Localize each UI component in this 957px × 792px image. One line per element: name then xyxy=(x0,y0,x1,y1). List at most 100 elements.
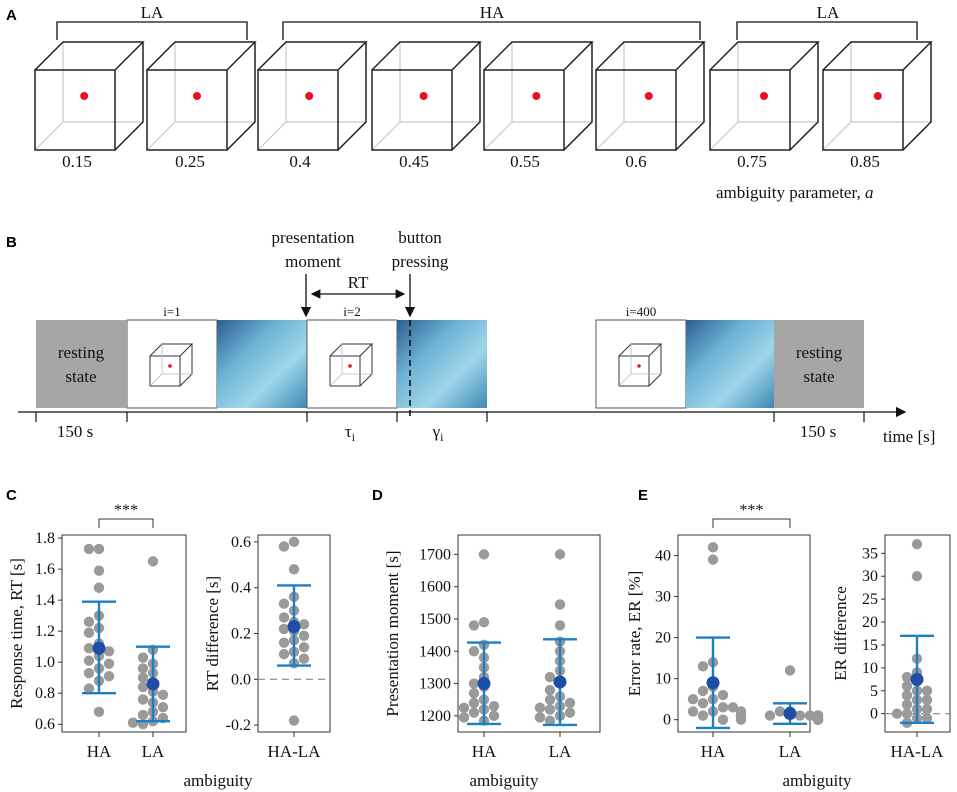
data-point xyxy=(288,715,300,726)
data-point xyxy=(901,690,913,701)
cube-value-label: 0.45 xyxy=(399,152,429,171)
data-point xyxy=(278,637,290,648)
data-point xyxy=(901,699,913,710)
panel-label-d: D xyxy=(372,487,383,504)
trial-frame-1 xyxy=(126,319,218,409)
resting-state-end-line1: resting xyxy=(796,343,843,362)
y-tick-label: 30 xyxy=(655,589,671,606)
cube-value-label: 0.55 xyxy=(510,152,540,171)
data-point xyxy=(717,702,729,713)
chart-c2: -0.2 0.0 0.2 0.4 0.6 RT difference [s] HA-LA xyxy=(203,534,331,761)
data-point xyxy=(83,667,95,679)
data-point xyxy=(298,642,310,653)
cube-hidden-edges xyxy=(257,42,366,151)
x-tick-label: LA xyxy=(549,742,572,761)
significance-stars: *** xyxy=(740,502,764,519)
blank-screen-2 xyxy=(397,320,487,408)
data-point xyxy=(554,599,566,610)
y-axis-label: RT difference [s] xyxy=(203,576,222,691)
cube-row xyxy=(34,41,933,151)
fixation-dot xyxy=(193,92,201,100)
group-brackets: LA HA LA xyxy=(56,3,918,40)
x-tick-label: LA xyxy=(142,742,165,761)
trial-label-1: i=1 xyxy=(163,304,180,319)
data-point xyxy=(468,646,480,657)
data-point xyxy=(478,549,490,560)
data-point xyxy=(735,714,747,725)
data-point xyxy=(901,680,913,692)
y-tick-label: 0.6 xyxy=(231,534,251,551)
fixation-dot xyxy=(80,92,89,100)
y-axis-label: Error rate, ER [%] xyxy=(625,571,644,697)
cube xyxy=(483,41,594,151)
y-tick-label: 0.4 xyxy=(231,580,251,597)
data-point xyxy=(687,693,699,705)
cube xyxy=(595,41,706,151)
data-point xyxy=(147,556,159,567)
data-point xyxy=(458,702,470,713)
data-point xyxy=(534,712,546,723)
data-point xyxy=(103,646,115,657)
cube-value-label: 0.25 xyxy=(175,152,205,171)
data-point xyxy=(83,683,95,694)
data-point xyxy=(891,708,903,719)
cube-value-label: 0.15 xyxy=(62,152,92,171)
cube-top-right-edges xyxy=(34,41,145,151)
data-point xyxy=(468,697,480,709)
data-point xyxy=(278,648,290,660)
y-tick-label: 1700 xyxy=(419,546,451,563)
data-point xyxy=(278,623,290,635)
button-pressing-line2: pressing xyxy=(392,252,449,271)
data-point xyxy=(544,684,556,696)
mini-fixation-dot xyxy=(637,364,641,368)
cube xyxy=(34,41,145,151)
group-label-la-right: LA xyxy=(817,3,840,22)
cube xyxy=(257,41,368,151)
fixation-dot xyxy=(305,92,314,100)
data-point xyxy=(137,663,149,674)
cube xyxy=(371,41,482,151)
fixation-dot xyxy=(532,92,541,100)
cube-value-label: 0.75 xyxy=(737,152,767,171)
data-point xyxy=(784,665,796,676)
cube xyxy=(822,41,933,151)
data-point xyxy=(717,689,729,701)
data-point xyxy=(137,694,149,705)
gamma-label: γi xyxy=(432,422,445,444)
mini-cube-hidden-edges xyxy=(149,344,192,387)
data-point xyxy=(901,708,913,719)
data-point xyxy=(83,643,95,654)
cube-value-labels: 0.15 0.25 0.4 0.45 0.55 0.6 0.75 0.85 xyxy=(62,152,880,171)
resting-state-end-line2: state xyxy=(803,367,834,386)
data-point xyxy=(697,661,709,672)
x-tick-label: HA-LA xyxy=(268,742,322,761)
y-tick-label: 10 xyxy=(655,671,671,688)
data-point xyxy=(127,717,139,728)
y-tick-label: 0 xyxy=(870,706,878,723)
data-point xyxy=(458,712,470,723)
y-tick-label: 0.2 xyxy=(231,626,251,643)
data-point xyxy=(298,619,310,630)
data-point xyxy=(764,710,776,721)
mini-fixation-dot xyxy=(168,364,172,368)
chart-e2: 0 5 10 15 20 25 30 35 ER difference HA-LA xyxy=(831,534,951,761)
data-point xyxy=(717,714,729,725)
mean-point xyxy=(287,620,301,634)
x-axis-title-e: ambiguity xyxy=(783,771,852,790)
trial-label-2: i=2 xyxy=(343,304,360,319)
cube-value-label: 0.6 xyxy=(625,152,646,171)
chart-e1: 0 10 20 30 40 Error rate, ER [%] HA LA *** xyxy=(625,502,824,761)
x-tick-label: HA xyxy=(701,742,726,761)
data-point xyxy=(727,702,739,713)
mean-point xyxy=(783,707,797,721)
mini-cube-1 xyxy=(149,343,194,387)
rt-label: RT xyxy=(348,273,369,292)
data-point xyxy=(564,697,576,709)
y-tick-label: 30 xyxy=(862,568,878,585)
panel-label-b: B xyxy=(6,234,17,251)
data-point xyxy=(921,685,933,696)
cube-top-right-edges xyxy=(822,41,933,151)
data-point xyxy=(921,694,933,706)
x-tick-label: HA xyxy=(87,742,112,761)
